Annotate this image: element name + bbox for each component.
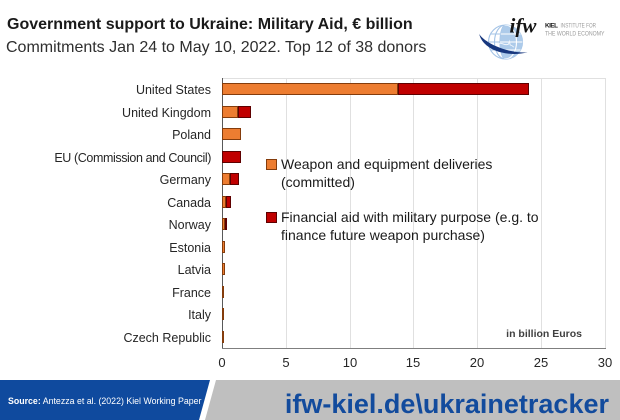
svg-text:INSTITUTE FOR: INSTITUTE FOR — [561, 23, 597, 30]
svg-text:ifw: ifw — [510, 14, 538, 38]
svg-text:THE WORLD ECONOMY: THE WORLD ECONOMY — [545, 31, 605, 38]
svg-text:KIEL: KIEL — [545, 23, 558, 30]
